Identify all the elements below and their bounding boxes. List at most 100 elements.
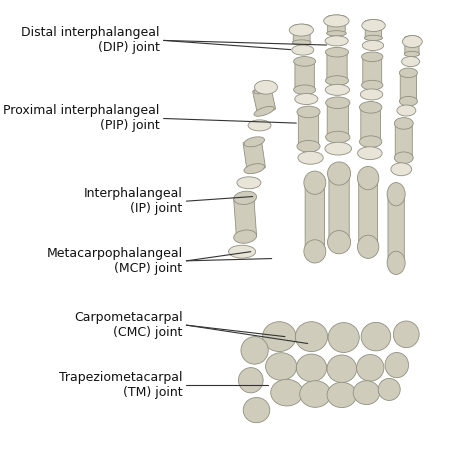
- Ellipse shape: [234, 230, 256, 243]
- Ellipse shape: [297, 106, 320, 118]
- Ellipse shape: [326, 97, 350, 109]
- Ellipse shape: [325, 85, 349, 95]
- FancyBboxPatch shape: [234, 195, 256, 239]
- Ellipse shape: [391, 163, 411, 176]
- Ellipse shape: [326, 76, 348, 85]
- Ellipse shape: [292, 45, 314, 55]
- Ellipse shape: [378, 378, 400, 401]
- FancyBboxPatch shape: [400, 72, 417, 103]
- FancyBboxPatch shape: [405, 37, 419, 55]
- Text: Metacarpophalangeal
(MCP) joint: Metacarpophalangeal (MCP) joint: [46, 247, 182, 275]
- FancyBboxPatch shape: [295, 60, 314, 91]
- Ellipse shape: [296, 354, 327, 382]
- FancyBboxPatch shape: [305, 182, 325, 253]
- Ellipse shape: [385, 353, 409, 378]
- Ellipse shape: [353, 381, 380, 405]
- Ellipse shape: [326, 131, 350, 143]
- Ellipse shape: [237, 177, 261, 189]
- FancyBboxPatch shape: [365, 21, 382, 39]
- Ellipse shape: [362, 52, 383, 61]
- Ellipse shape: [357, 235, 379, 258]
- Ellipse shape: [295, 93, 318, 104]
- Ellipse shape: [394, 118, 413, 129]
- FancyBboxPatch shape: [253, 85, 275, 115]
- Ellipse shape: [293, 85, 316, 95]
- Ellipse shape: [263, 322, 296, 352]
- FancyBboxPatch shape: [359, 177, 378, 248]
- Ellipse shape: [357, 166, 379, 190]
- Ellipse shape: [234, 191, 256, 205]
- Ellipse shape: [293, 56, 316, 66]
- FancyBboxPatch shape: [243, 139, 265, 171]
- Text: Distal interphalangeal
(DIP) joint: Distal interphalangeal (DIP) joint: [21, 26, 160, 55]
- Ellipse shape: [292, 24, 311, 30]
- Ellipse shape: [361, 322, 391, 351]
- Ellipse shape: [228, 245, 255, 258]
- Ellipse shape: [387, 182, 405, 206]
- Ellipse shape: [362, 80, 383, 90]
- Ellipse shape: [365, 19, 383, 25]
- FancyBboxPatch shape: [388, 193, 404, 264]
- Text: Trapeziometacarpal
(TM) joint: Trapeziometacarpal (TM) joint: [59, 371, 182, 399]
- Ellipse shape: [292, 40, 311, 45]
- Ellipse shape: [248, 120, 271, 131]
- Ellipse shape: [356, 354, 384, 381]
- Ellipse shape: [327, 15, 346, 20]
- Ellipse shape: [327, 383, 356, 407]
- Ellipse shape: [289, 24, 313, 36]
- Ellipse shape: [244, 137, 264, 147]
- Ellipse shape: [402, 36, 422, 48]
- Ellipse shape: [300, 381, 331, 407]
- FancyBboxPatch shape: [328, 16, 345, 35]
- Text: Carpometacarpal
(CMC) joint: Carpometacarpal (CMC) joint: [74, 311, 182, 339]
- Ellipse shape: [365, 35, 383, 41]
- Ellipse shape: [328, 162, 351, 185]
- FancyBboxPatch shape: [329, 172, 349, 243]
- FancyBboxPatch shape: [327, 51, 347, 82]
- Text: Interphalangeal
(IP) joint: Interphalangeal (IP) joint: [84, 187, 182, 215]
- Ellipse shape: [360, 89, 383, 100]
- Ellipse shape: [238, 368, 263, 393]
- FancyBboxPatch shape: [298, 110, 319, 148]
- Ellipse shape: [243, 397, 270, 423]
- Ellipse shape: [326, 48, 348, 57]
- Ellipse shape: [325, 142, 352, 155]
- Ellipse shape: [327, 355, 356, 383]
- Ellipse shape: [401, 56, 419, 67]
- FancyBboxPatch shape: [363, 55, 382, 86]
- Ellipse shape: [298, 152, 323, 164]
- Ellipse shape: [359, 136, 382, 147]
- Text: Proximal interphalangeal
(PIP) joint: Proximal interphalangeal (PIP) joint: [3, 104, 160, 133]
- FancyBboxPatch shape: [327, 101, 348, 139]
- Ellipse shape: [265, 353, 297, 380]
- Ellipse shape: [297, 140, 320, 152]
- Ellipse shape: [393, 321, 419, 347]
- Ellipse shape: [295, 322, 328, 352]
- Ellipse shape: [255, 80, 277, 94]
- Ellipse shape: [362, 40, 383, 50]
- Ellipse shape: [400, 97, 418, 106]
- Ellipse shape: [397, 105, 416, 116]
- Ellipse shape: [327, 30, 346, 36]
- Ellipse shape: [271, 379, 303, 406]
- Ellipse shape: [254, 106, 274, 116]
- FancyBboxPatch shape: [395, 122, 412, 159]
- Ellipse shape: [254, 84, 274, 94]
- Ellipse shape: [404, 36, 419, 41]
- Ellipse shape: [241, 337, 268, 364]
- Ellipse shape: [394, 152, 413, 164]
- Ellipse shape: [328, 322, 359, 353]
- Ellipse shape: [400, 68, 418, 78]
- Ellipse shape: [357, 147, 382, 160]
- FancyBboxPatch shape: [293, 25, 310, 44]
- Ellipse shape: [304, 240, 326, 263]
- Ellipse shape: [244, 164, 264, 174]
- Ellipse shape: [404, 51, 419, 57]
- Ellipse shape: [387, 251, 405, 274]
- Ellipse shape: [324, 15, 349, 27]
- Ellipse shape: [359, 102, 382, 113]
- Ellipse shape: [325, 36, 348, 46]
- Ellipse shape: [362, 19, 385, 31]
- Ellipse shape: [328, 231, 351, 254]
- FancyBboxPatch shape: [361, 106, 381, 143]
